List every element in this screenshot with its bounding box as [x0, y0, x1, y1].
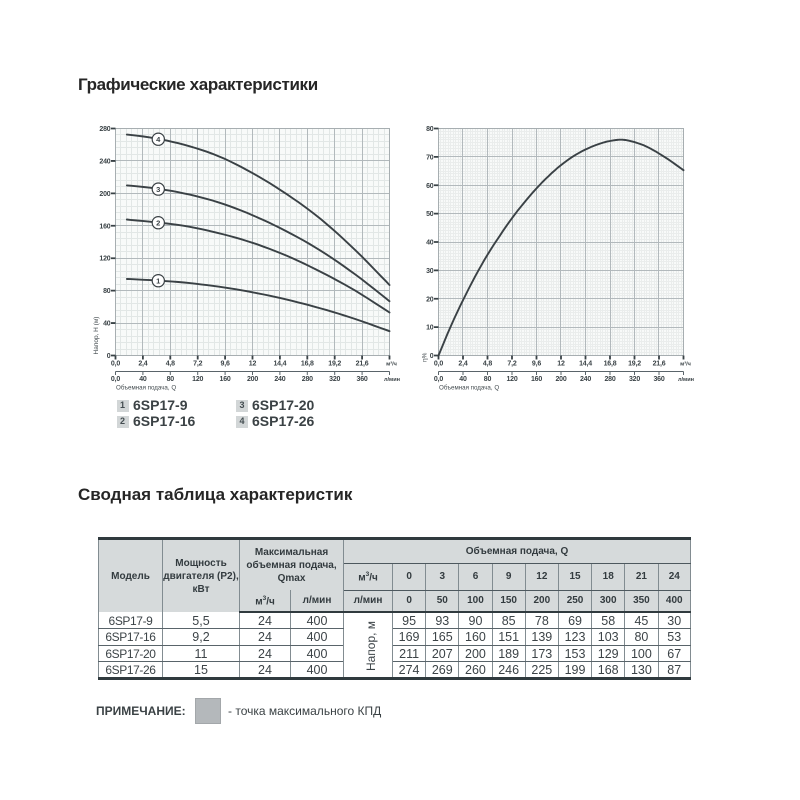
svg-text:200: 200: [247, 376, 258, 383]
svg-text:60: 60: [426, 183, 434, 190]
svg-text:10: 10: [426, 325, 434, 332]
svg-text:240: 240: [274, 376, 285, 383]
svg-text:120: 120: [192, 376, 203, 383]
svg-text:360: 360: [653, 376, 664, 383]
svg-text:320: 320: [629, 376, 640, 383]
svg-text:160: 160: [220, 376, 231, 383]
svg-text:2,4: 2,4: [458, 361, 467, 368]
svg-text:21,6: 21,6: [653, 361, 666, 368]
svg-text:0: 0: [107, 353, 111, 360]
svg-text:2,4: 2,4: [138, 361, 147, 368]
svg-text:0,0: 0,0: [434, 361, 443, 368]
svg-text:280: 280: [604, 376, 615, 383]
svg-text:240: 240: [580, 376, 591, 383]
svg-text:0: 0: [430, 353, 434, 360]
svg-text:16,8: 16,8: [301, 361, 314, 368]
svg-text:м³/ч: м³/ч: [680, 361, 691, 368]
svg-text:4,8: 4,8: [166, 361, 175, 368]
svg-text:19,2: 19,2: [628, 361, 641, 368]
svg-text:0,0: 0,0: [111, 361, 120, 368]
svg-text:50: 50: [426, 211, 434, 218]
svg-text:160: 160: [99, 223, 110, 230]
svg-text:12: 12: [249, 361, 257, 368]
svg-text:280: 280: [302, 376, 313, 383]
svg-text:80: 80: [167, 376, 175, 383]
svg-text:19,2: 19,2: [328, 361, 341, 368]
svg-text:4: 4: [156, 135, 161, 144]
svg-text:14,4: 14,4: [273, 361, 286, 368]
svg-text:40: 40: [459, 376, 467, 383]
svg-text:Объемная подача, Q: Объемная подача, Q: [439, 385, 499, 392]
svg-text:7,2: 7,2: [507, 361, 516, 368]
svg-text:40: 40: [103, 321, 111, 328]
svg-text:200: 200: [555, 376, 566, 383]
svg-text:240: 240: [99, 158, 110, 165]
svg-text:4,8: 4,8: [483, 361, 492, 368]
svg-text:160: 160: [531, 376, 542, 383]
svg-text:12: 12: [557, 361, 565, 368]
svg-text:360: 360: [357, 376, 368, 383]
svg-text:9,6: 9,6: [532, 361, 541, 368]
svg-text:7,2: 7,2: [193, 361, 202, 368]
svg-text:80: 80: [484, 376, 492, 383]
svg-text:80: 80: [426, 126, 434, 133]
svg-text:70: 70: [426, 154, 434, 161]
svg-text:Напор, H (м): Напор, H (м): [93, 317, 100, 355]
svg-text:40: 40: [426, 240, 434, 247]
svg-text:2: 2: [156, 218, 160, 227]
svg-text:1: 1: [156, 276, 161, 285]
svg-text:9,6: 9,6: [221, 361, 230, 368]
svg-text:280: 280: [99, 126, 110, 133]
svg-text:30: 30: [426, 268, 434, 275]
svg-text:16,8: 16,8: [604, 361, 617, 368]
svg-text:80: 80: [103, 288, 111, 295]
svg-text:0,0: 0,0: [434, 376, 443, 383]
svg-text:м³/ч: м³/ч: [386, 361, 397, 368]
svg-text:η%: η%: [422, 352, 429, 362]
svg-text:40: 40: [139, 376, 147, 383]
svg-text:3: 3: [156, 185, 160, 194]
svg-text:21,6: 21,6: [356, 361, 369, 368]
svg-text:Объемная подача, Q: Объемная подача, Q: [116, 385, 176, 392]
svg-text:120: 120: [506, 376, 517, 383]
svg-text:320: 320: [329, 376, 340, 383]
svg-text:120: 120: [99, 256, 110, 263]
svg-text:14,4: 14,4: [579, 361, 592, 368]
svg-text:0,0: 0,0: [111, 376, 120, 383]
svg-text:л/мин: л/мин: [678, 377, 694, 383]
svg-text:л/мин: л/мин: [384, 377, 400, 383]
svg-text:200: 200: [99, 191, 110, 198]
svg-text:20: 20: [426, 296, 434, 303]
